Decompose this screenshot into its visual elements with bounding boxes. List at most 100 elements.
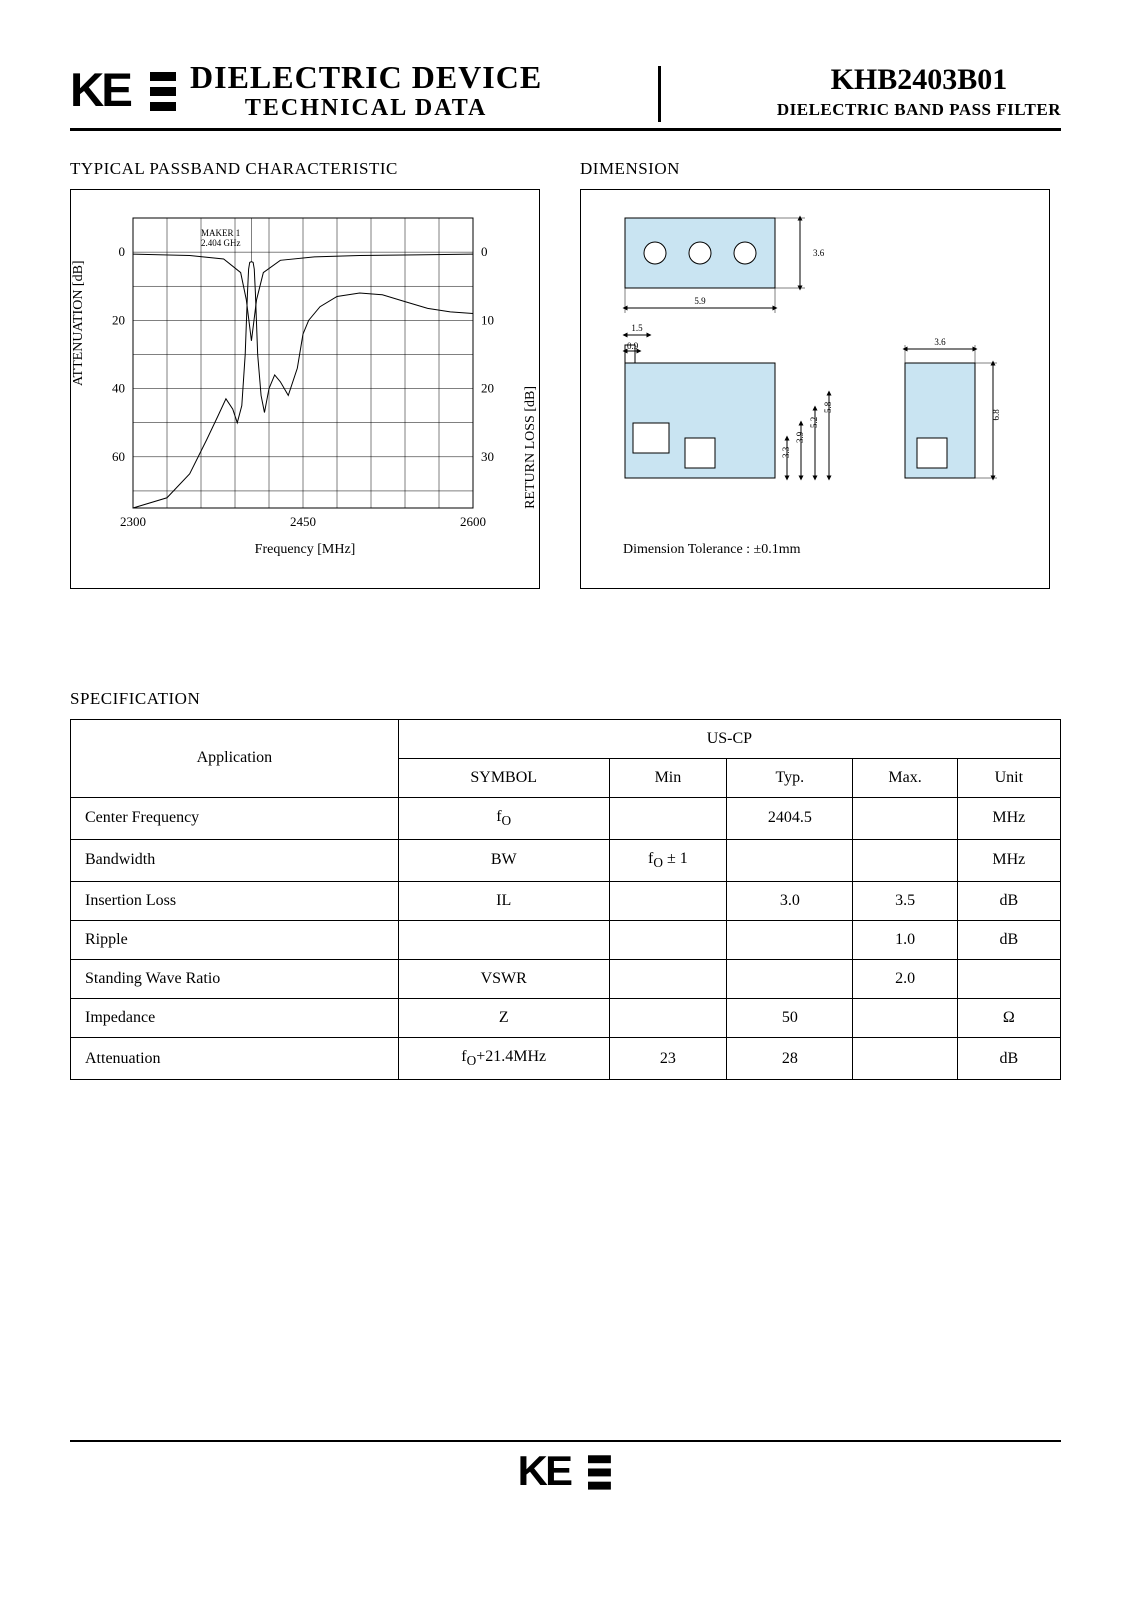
chart-xlabel: Frequency [MHz] [83,542,527,558]
svg-text:30: 30 [481,448,494,463]
svg-text:3.6: 3.6 [813,248,825,258]
spec-table: Application US-CP SYMBOL Min Typ. Max. U… [70,719,1061,1081]
doc-subtitle: DIELECTRIC BAND PASS FILTER [777,99,1061,121]
col-max: Max. [853,758,957,797]
table-row: ImpedanceZ50Ω [71,998,1061,1037]
cell-max [853,839,957,881]
col-symbol: SYMBOL [398,758,609,797]
svg-text:KE: KE [517,1450,572,1494]
header-divider [658,66,661,122]
cell-unit: MHz [957,797,1060,839]
dimension-tolerance: Dimension Tolerance : ±0.1mm [623,542,1037,558]
cell-min [609,797,727,839]
cell-param: Attenuation [71,1037,399,1079]
cell-typ: 2404.5 [727,797,853,839]
col-unit: Unit [957,758,1060,797]
cell-max [853,1037,957,1079]
header-right: KHB2403B01 DIELECTRIC BAND PASS FILTER [777,60,1061,121]
cell-max [853,998,957,1037]
spec-header-row-1: Application US-CP [71,719,1061,758]
svg-text:MAKER 1: MAKER 1 [201,228,240,238]
chart-section: TYPICAL PASSBAND CHARACTERISTIC ATTENUAT… [70,159,540,589]
header-left: KE DIELECTRIC DEVICE TECHNICAL DATA [70,60,542,122]
header: KE DIELECTRIC DEVICE TECHNICAL DATA KHB2… [70,60,1061,131]
svg-text:2450: 2450 [290,514,316,529]
title-main: DIELECTRIC DEVICE [190,60,542,95]
title-sub: TECHNICAL DATA [190,95,542,121]
cell-max: 3.5 [853,881,957,920]
cell-typ: 3.0 [727,881,853,920]
cell-max: 1.0 [853,920,957,959]
svg-text:KE: KE [70,64,131,117]
cell-param: Ripple [71,920,399,959]
table-row: Center FrequencyfO 2404.5 MHz [71,797,1061,839]
table-row: AttenuationfO+21.4MHz2328 dB [71,1037,1061,1079]
cell-unit: Ω [957,998,1060,1037]
cell-symbol: IL [398,881,609,920]
cell-typ [727,959,853,998]
cell-min: fO ± 1 [609,839,727,881]
cell-symbol: VSWR [398,959,609,998]
cell-unit: dB [957,920,1060,959]
cell-symbol: fO+21.4MHz [398,1037,609,1079]
dimension-drawing: 3.65.91.50.93.33.95.25.83.66.8 [595,208,1035,528]
cell-unit [957,959,1060,998]
col-application: Application [71,719,399,797]
svg-text:5.9: 5.9 [694,296,706,306]
footer: KE [70,1440,1061,1499]
figure-row: TYPICAL PASSBAND CHARACTERISTIC ATTENUAT… [70,159,1061,589]
cell-max [853,797,957,839]
svg-text:2.404 GHz: 2.404 GHz [201,238,241,248]
cell-min: 23 [609,1037,727,1079]
svg-text:3.9: 3.9 [795,431,805,443]
svg-text:3.3: 3.3 [781,446,791,458]
cell-max: 2.0 [853,959,957,998]
cell-param: Insertion Loss [71,881,399,920]
kec-logo-footer: KE [511,1450,621,1494]
cell-unit: MHz [957,839,1060,881]
cell-param: Impedance [71,998,399,1037]
passband-chart: 23002450260002040600102030MAKER 12.404 G… [83,208,523,538]
cell-param: Center Frequency [71,797,399,839]
svg-text:20: 20 [481,380,494,395]
cell-param: Bandwidth [71,839,399,881]
kec-logo: KE [70,63,180,119]
cell-unit: dB [957,881,1060,920]
cell-typ [727,920,853,959]
cell-typ: 28 [727,1037,853,1079]
cell-symbol: fO [398,797,609,839]
dimension-section: DIMENSION 3.65.91.50.93.33.95.25.83.66.8… [580,159,1050,589]
cell-min [609,998,727,1037]
cell-min [609,881,727,920]
svg-text:40: 40 [112,380,125,395]
svg-text:2300: 2300 [120,514,146,529]
part-number: KHB2403B01 [777,60,1061,99]
svg-text:60: 60 [112,448,125,463]
dimension-title: DIMENSION [580,159,1050,179]
cell-unit: dB [957,1037,1060,1079]
svg-text:0: 0 [119,244,126,259]
table-row: Standing Wave RatioVSWR 2.0 [71,959,1061,998]
cell-min [609,959,727,998]
chart-ylabel-right: RETURN LOSS [dB] [523,386,539,509]
chart-panel: ATTENUATION [dB] RETURN LOSS [dB] 2300 24… [70,189,540,589]
svg-text:3.6: 3.6 [934,337,946,347]
svg-text:6.8: 6.8 [991,408,1001,420]
spec-title: SPECIFICATION [70,689,1061,709]
col-typ: Typ. [727,758,853,797]
chart-ylabel-left: ATTENUATION [dB] [71,260,87,386]
table-row: Insertion LossIL 3.03.5dB [71,881,1061,920]
svg-text:5.2: 5.2 [809,416,819,427]
table-row: BandwidthBWfO ± 1 MHz [71,839,1061,881]
chart-title: TYPICAL PASSBAND CHARACTERISTIC [70,159,540,179]
col-min: Min [609,758,727,797]
cell-min [609,920,727,959]
dimension-panel: 3.65.91.50.93.33.95.25.83.66.8 Dimension… [580,189,1050,589]
svg-text:1.5: 1.5 [631,323,643,333]
svg-text:10: 10 [481,312,494,327]
cell-param: Standing Wave Ratio [71,959,399,998]
application-group: US-CP [398,719,1060,758]
cell-symbol: BW [398,839,609,881]
cell-typ [727,839,853,881]
svg-text:2600: 2600 [460,514,486,529]
